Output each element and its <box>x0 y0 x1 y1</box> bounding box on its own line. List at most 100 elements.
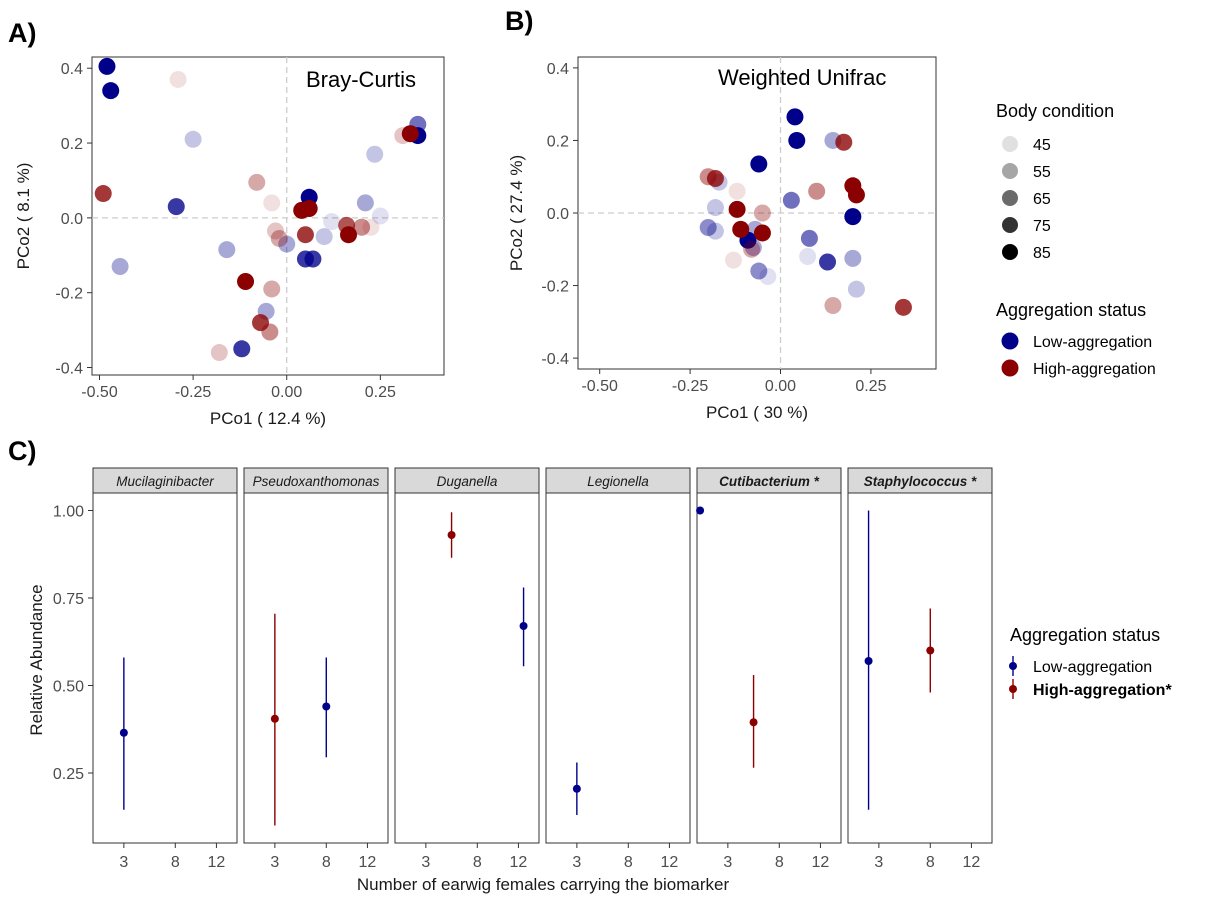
panel-c-y-tick-label: 0.25 <box>53 766 84 783</box>
mean-point-cutibacterium <box>696 506 705 515</box>
panel-a-y-tick-label: 0.4 <box>61 61 83 78</box>
facet-strip-cutibacterium <box>696 467 842 494</box>
mean-point-pseudoxanthomonas <box>322 702 331 711</box>
panel-b-x-tick-label: 0.25 <box>855 378 886 395</box>
facet-x-tick-label: 8 <box>322 854 331 871</box>
data-point-high <box>732 220 750 238</box>
data-point-low <box>800 229 818 247</box>
data-point-low <box>782 191 800 209</box>
data-point-low <box>759 267 777 285</box>
legend-body-condition: Body condition 45 55 65 75 85 <box>996 101 1114 262</box>
facet-x-tick-label: 3 <box>874 854 883 871</box>
legend-aggregation-swatch-low <box>1001 332 1019 350</box>
data-point-high <box>362 218 380 236</box>
data-point-low <box>315 228 333 246</box>
legend-aggregation-bottom-label: High-aggregation* <box>1033 682 1172 699</box>
data-point-low <box>706 222 724 240</box>
panel-a-y-tick-label: -0.2 <box>55 286 83 303</box>
facet-strip-duganella <box>394 467 540 494</box>
panel-c-y-tick-label: 1.00 <box>53 504 84 521</box>
facet-x-tick-label: 8 <box>775 854 784 871</box>
data-point-low <box>788 131 806 149</box>
data-point-low <box>699 219 717 237</box>
facet-panel-pseudoxanthomonas <box>243 492 389 844</box>
facet-x-tick-label: 12 <box>359 854 377 871</box>
panel-b-y-tick-label: 0.0 <box>547 206 569 223</box>
panel-a-inset-label: Bray-Curtis <box>306 67 416 92</box>
panel-b-frame <box>577 56 937 370</box>
mean-point-mucilaginibacter <box>119 728 128 737</box>
data-point-low <box>750 155 768 173</box>
data-point-low <box>706 199 724 217</box>
data-point-low <box>111 258 129 276</box>
panel-b-y-tick-label: 0.4 <box>547 61 569 78</box>
legend-body-condition-swatch <box>1002 244 1018 260</box>
panel-c-x-axis-label: Number of earwig females carrying the bi… <box>357 875 730 894</box>
data-point-low <box>844 208 862 226</box>
data-point-high <box>270 229 288 247</box>
data-point-low <box>304 250 322 268</box>
facet-panel-duganella <box>394 492 540 844</box>
data-point-low <box>786 108 804 126</box>
legend-body-condition-swatch <box>1002 136 1018 152</box>
data-point-high <box>248 173 266 191</box>
mean-point-staphylococcus <box>864 657 873 665</box>
data-point-high <box>94 185 112 203</box>
panel-a-y-tick-label: 0.0 <box>61 211 83 228</box>
data-point-low <box>799 248 817 266</box>
legend-body-condition-label: 55 <box>1033 164 1051 181</box>
data-point-high <box>169 70 187 88</box>
legend-body-condition-swatch <box>1002 163 1018 179</box>
facet-x-tick-label: 8 <box>926 854 935 871</box>
facet-strip-label-mucilaginibacter: Mucilaginibacter <box>116 474 214 489</box>
facet-x-tick-label: 12 <box>661 854 679 871</box>
panel-a-y-tick-label: -0.4 <box>55 361 83 378</box>
facet-strip-label-legionella: Legionella <box>587 474 649 489</box>
data-point-low <box>278 235 296 253</box>
legend-aggregation-bottom-key-point <box>1009 685 1017 693</box>
data-point-high <box>401 125 419 143</box>
facet-x-tick-label: 8 <box>171 854 180 871</box>
panel-b-y-tick-label: -0.4 <box>541 351 569 368</box>
panel-b-x-tick-label: -0.50 <box>581 378 618 395</box>
data-point-low <box>750 262 768 280</box>
legend-body-condition-swatch <box>1002 190 1018 206</box>
facet-strip-label-cutibacterium: Cutibacterium * <box>719 474 820 489</box>
data-point-high <box>296 226 314 244</box>
data-point-high <box>743 240 761 258</box>
data-point-high <box>847 186 865 204</box>
data-point-low <box>184 130 202 148</box>
panel-b-scatter: Weighted Unifrac PCo1 ( 30 %) PCo2 ( 27.… <box>507 56 937 422</box>
data-point-low <box>323 213 341 231</box>
facet-x-tick-label: 12 <box>812 854 830 871</box>
panel-b-y-tick-label: -0.2 <box>541 279 569 296</box>
facet-panel-staphylococcus <box>847 492 993 844</box>
legend-body-condition-label: 85 <box>1033 245 1051 262</box>
panel-label-c: C) <box>8 436 37 466</box>
facet-strip-pseudoxanthomonas <box>243 467 389 494</box>
facet-x-tick-label: 8 <box>473 854 482 871</box>
panel-c-y-tick-label: 0.75 <box>53 591 84 608</box>
data-point-low <box>847 280 865 298</box>
data-point-low <box>233 340 251 358</box>
facet-strip-staphylococcus <box>847 467 993 494</box>
facet-x-tick-label: 3 <box>421 854 430 871</box>
data-point-high <box>263 280 281 298</box>
legend-body-condition-label: 65 <box>1033 191 1051 208</box>
data-point-low <box>102 82 120 100</box>
panel-a-x-tick-label: -0.50 <box>81 384 118 401</box>
data-point-low <box>356 194 374 212</box>
panel-a-x-tick-label: 0.00 <box>271 384 302 401</box>
panel-b-x-tick-label: 0.00 <box>765 378 796 395</box>
facet-x-tick-label: 12 <box>208 854 226 871</box>
data-point-high <box>724 251 742 269</box>
facet-panel-cutibacterium <box>696 492 842 844</box>
data-point-high <box>824 297 842 315</box>
facet-x-tick-label: 12 <box>510 854 528 871</box>
panel-c-facets: Number of earwig females carrying the bi… <box>27 467 993 894</box>
data-point-high <box>263 194 281 212</box>
legend-aggregation-label: High-aggregation <box>1033 361 1156 378</box>
legend-aggregation-bottom-key-point <box>1009 662 1017 670</box>
data-point-high <box>894 298 912 316</box>
